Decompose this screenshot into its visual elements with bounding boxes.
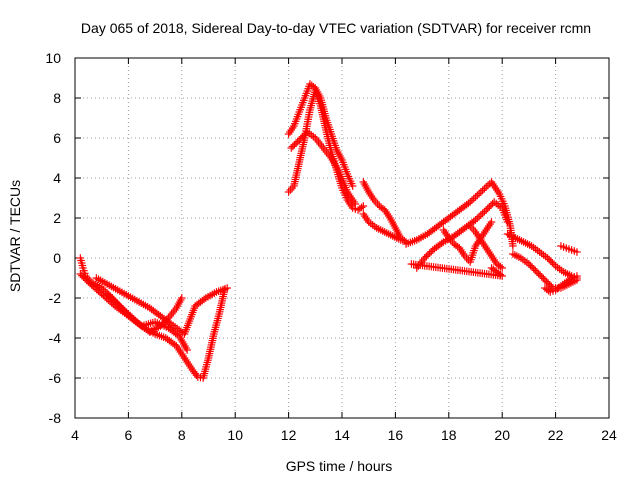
y-axis-title: SDTVAR / TECUs bbox=[7, 180, 23, 292]
data-point-s13-p5-3 bbox=[548, 259, 557, 267]
y-tick-label-1: -6 bbox=[49, 370, 62, 386]
data-point-s14-p2-4 bbox=[531, 266, 540, 275]
x-tick-label-5: 14 bbox=[334, 427, 350, 443]
x-tick-label-8: 20 bbox=[494, 427, 510, 443]
chart-title: Day 065 of 2018, Sidereal Day-to-day VTE… bbox=[81, 20, 591, 36]
data-point-s10-p1-2 bbox=[424, 251, 432, 259]
data-point-s6-p0-4 bbox=[293, 137, 302, 146]
data-point-s13-p5-4 bbox=[550, 260, 558, 269]
series-satellite-track-i bbox=[359, 210, 405, 244]
data-point-s6-p0-3 bbox=[292, 139, 300, 147]
x-tick-label-1: 6 bbox=[125, 427, 133, 443]
series-satellite-track-d bbox=[76, 270, 191, 354]
data-point-s14-p3-0 bbox=[533, 268, 541, 276]
data-point-s14-p4-2 bbox=[544, 279, 552, 287]
data-point-s14-p4-4 bbox=[547, 282, 556, 291]
series-satellite-track-j bbox=[402, 178, 517, 250]
data-point-s1-p13-0 bbox=[223, 284, 231, 292]
series-satellite-track-q bbox=[557, 242, 581, 256]
data-point-s10-p1-1 bbox=[422, 252, 431, 261]
data-point-s8-p5-0 bbox=[396, 236, 405, 244]
data-point-s14-p3-4 bbox=[539, 274, 548, 283]
data-point-s3-p9-0 bbox=[183, 346, 191, 354]
data-point-s14-p2-3 bbox=[529, 265, 538, 273]
x-tick-label-4: 12 bbox=[281, 427, 297, 443]
y-tick-label-3: -2 bbox=[49, 290, 62, 306]
data-point-s10-p7-1 bbox=[483, 204, 492, 213]
y-tick-label-2: -4 bbox=[49, 330, 62, 346]
y-tick-label-7: 6 bbox=[53, 130, 61, 146]
series-satellite-track-m bbox=[466, 222, 506, 272]
y-tick-label-5: 2 bbox=[53, 210, 61, 226]
data-point-s17-p3-0 bbox=[407, 260, 416, 268]
data-point-s13-p5-2 bbox=[546, 257, 555, 265]
grid-layer bbox=[75, 58, 609, 418]
x-tick-label-9: 22 bbox=[548, 427, 564, 443]
data-point-s9-p12-0 bbox=[509, 242, 517, 250]
x-tick-label-2: 8 bbox=[178, 427, 186, 443]
x-tick-label-6: 16 bbox=[388, 427, 404, 443]
series-satellite-track-e bbox=[284, 86, 368, 214]
x-axis-title: GPS time / hours bbox=[286, 458, 393, 474]
x-tick-label-0: 4 bbox=[71, 427, 79, 443]
series-satellite-track-r bbox=[407, 260, 506, 280]
data-points-layer bbox=[76, 80, 581, 382]
data-point-s15-p6-0 bbox=[573, 272, 581, 280]
data-point-s14-p3-2 bbox=[536, 271, 544, 279]
y-tick-label-9: 10 bbox=[45, 50, 61, 66]
series-satellite-track-f bbox=[284, 80, 357, 190]
series-satellite-track-g bbox=[287, 128, 360, 208]
series-satellite-track-p bbox=[541, 272, 581, 296]
y-tick-label-8: 8 bbox=[53, 90, 61, 106]
x-tick-label-7: 18 bbox=[441, 427, 457, 443]
data-point-s5-p12-0 bbox=[348, 182, 357, 190]
data-point-s14-p4-3 bbox=[545, 281, 554, 289]
data-point-s16-p3-0 bbox=[573, 248, 581, 256]
data-point-s4-p14-0 bbox=[359, 202, 368, 210]
data-point-s14-p3-1 bbox=[534, 269, 543, 278]
data-point-s10-p10-0 bbox=[503, 218, 512, 226]
y-tick-label-6: 4 bbox=[53, 170, 61, 186]
x-tick-label-3: 10 bbox=[227, 427, 243, 443]
data-point-s12-p6-0 bbox=[498, 264, 506, 272]
data-point-s14-p3-3 bbox=[537, 273, 546, 281]
series-satellite-track-a bbox=[76, 254, 229, 382]
x-tick-label-10: 24 bbox=[601, 427, 617, 443]
data-point-s6-p0-2 bbox=[290, 141, 299, 149]
data-point-s11-p9-0 bbox=[487, 218, 496, 226]
data-point-s14-p4-1 bbox=[542, 277, 551, 286]
data-point-s14-p2-1 bbox=[526, 261, 535, 270]
data-point-s6-p0-1 bbox=[289, 142, 297, 151]
y-tick-label-4: 0 bbox=[53, 250, 61, 266]
data-point-s10-p1-3 bbox=[425, 249, 434, 257]
data-point-s6-p8-0 bbox=[351, 200, 360, 208]
data-point-s2-p8-0 bbox=[178, 294, 186, 302]
data-point-s10-p1-4 bbox=[427, 247, 435, 256]
y-tick-label-0: -8 bbox=[49, 410, 62, 426]
data-point-s14-p2-2 bbox=[528, 263, 536, 271]
data-point-s13-p5-1 bbox=[545, 255, 553, 264]
data-point-s14-p4-0 bbox=[541, 276, 549, 284]
data-point-s10-p7-2 bbox=[485, 203, 494, 211]
